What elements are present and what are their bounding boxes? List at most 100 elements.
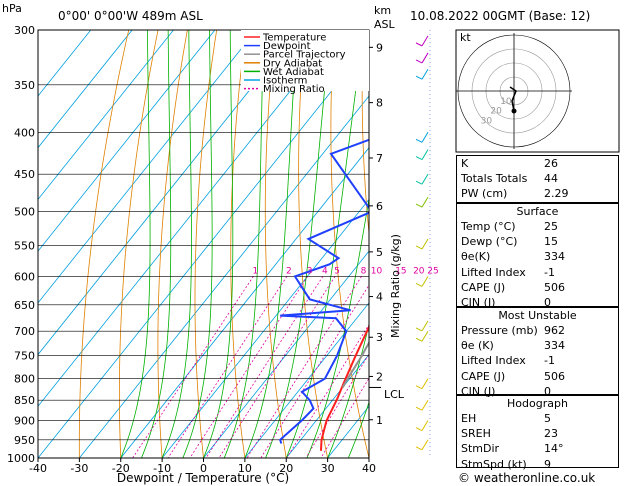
isotherm-line	[79, 95, 369, 458]
wind-barb-flag	[415, 282, 423, 287]
km-tick-label: 2	[376, 370, 383, 383]
asl-label: ASL	[374, 18, 396, 31]
pressure-tick-label: 500	[14, 206, 35, 219]
wind-barbs	[415, 30, 431, 458]
mixing-ratio-label: 5	[334, 266, 340, 276]
mixing-ratio-line	[132, 276, 254, 458]
index-row: Totals Totals 44	[457, 171, 618, 186]
mixing-ratio-label: 25	[427, 266, 438, 276]
index-value: 2.29	[544, 187, 569, 201]
wet-adiabat-line	[327, 322, 369, 458]
x-axis-label: Dewpoint / Temperature (°C)	[117, 471, 289, 485]
wind-barb	[421, 399, 429, 411]
hodograph-unit: kt	[460, 31, 471, 44]
isotherm-line	[38, 30, 174, 201]
surface-label: Lifted Index	[461, 265, 526, 279]
wind-barb	[421, 420, 429, 431]
wind-barb-flag	[415, 203, 423, 208]
hodograph-trace	[509, 86, 517, 112]
surface-value: 506	[544, 280, 565, 294]
surface-label: CAPE (J)	[461, 280, 506, 294]
mixing-ratio-label: 20	[413, 266, 425, 276]
pressure-tick-label: 850	[14, 394, 35, 407]
surface-row: Lifted Index -1	[457, 265, 618, 280]
wind-barb	[421, 52, 429, 64]
index-row: PW (cm) 2.29	[457, 186, 618, 201]
wind-barb	[421, 149, 429, 160]
wind-barb-flag	[415, 427, 423, 431]
dry-adiabat-line	[157, 30, 188, 458]
mixing-ratio-label: 4	[322, 266, 328, 276]
hodograph-param-row: StmDir 14°	[457, 441, 618, 456]
km-tick-label: 4	[376, 291, 383, 304]
surface-label: CIN (J)	[461, 295, 496, 309]
storm-motion-marker	[511, 108, 517, 114]
surface-row: θe(K) 334	[457, 249, 618, 264]
x-tick-label: 0	[200, 462, 207, 475]
most-unstable-value: 506	[544, 369, 565, 383]
x-tick-label: -40	[29, 462, 47, 475]
index-value: 44	[544, 172, 558, 186]
pressure-tick-label: 1000	[7, 452, 35, 465]
surface-row: Temp (°C) 25	[457, 219, 618, 234]
isotherm-line	[38, 30, 133, 149]
km-tick-label: 6	[376, 200, 383, 213]
hodograph-param-row: StmSpd (kt) 9	[457, 457, 618, 472]
most-unstable-label: CIN (J)	[461, 384, 496, 398]
hodograph-param-label: StmDir	[461, 442, 500, 456]
x-tick-label: -10	[153, 462, 171, 475]
index-row: K 26	[457, 156, 618, 171]
surface-value: 334	[544, 250, 565, 264]
mixing-ratio-line	[167, 276, 288, 458]
pressure-tick-label: 750	[14, 350, 35, 363]
hodograph-params-box: Hodograph EH 5 SREH 23 StmDir 14° StmSpd (kt) 9	[456, 395, 619, 471]
hodograph-param-value: 9	[544, 457, 551, 471]
most-unstable-row: Lifted Index -1	[457, 353, 618, 368]
pressure-tick-label: 550	[14, 239, 35, 252]
wet-adiabat-line	[347, 400, 369, 458]
mixing-ratio-line	[320, 377, 369, 458]
surface-row: CAPE (J) 506	[457, 280, 618, 295]
wind-barb-flag	[415, 138, 423, 143]
hodograph-param-row: EH 5	[457, 411, 618, 426]
surface-value: 25	[544, 220, 558, 233]
wind-barb	[421, 439, 429, 451]
series-line-dewpoint	[279, 138, 369, 444]
wind-barb-flag	[415, 327, 423, 332]
km-tick-label: 5	[376, 246, 383, 259]
pressure-tick-label: 350	[14, 79, 35, 92]
wind-barb-flag	[415, 75, 423, 80]
wind-barb	[421, 378, 429, 389]
pressure-axis: 300 350 400 450 500 550 600 650 700 750 800 850 900 9…	[7, 24, 35, 465]
profile-lines	[279, 138, 369, 451]
x-tick-label: -20	[112, 462, 130, 475]
surface-row: CIN (J) 0	[457, 295, 618, 310]
km-tick-label: 3	[376, 331, 383, 344]
km-tick-label: 9	[376, 41, 383, 54]
hodograph-ring-label: 20	[490, 107, 502, 117]
dry-adiabat-line	[78, 30, 130, 458]
hodograph-param-row: SREH 23	[457, 426, 618, 441]
wind-barb-flag	[415, 156, 423, 161]
indices-box: K 26 Totals Totals 44 PW (cm) 2.29	[456, 155, 619, 203]
location-title: 0°00' 0°00'W 489m ASL	[58, 9, 203, 23]
wind-barb	[421, 320, 429, 332]
x-tick-label: 30	[321, 462, 335, 475]
wind-barb-flag	[415, 337, 423, 342]
legend-label: Parcel Trajectory	[263, 50, 346, 61]
isotherm-line	[120, 147, 369, 458]
wind-barb	[421, 238, 429, 250]
km-tick-label: 8	[376, 97, 383, 110]
datetime-title: 10.08.2022 00GMT (Base: 12)	[410, 9, 590, 23]
dry-adiabat-line	[361, 30, 369, 238]
most-unstable-label: Lifted Index	[461, 354, 526, 368]
surface-value: -1	[544, 265, 555, 279]
isotherm-line	[38, 30, 340, 407]
most-unstable-value: 962	[544, 324, 565, 337]
hodograph-param-value: 23	[544, 427, 558, 441]
wind-barb-flag	[415, 59, 423, 64]
x-tick-label: 40	[362, 462, 376, 475]
km-tick-label: 1	[376, 414, 383, 427]
km-label: km	[374, 4, 391, 17]
wind-barb	[421, 196, 429, 208]
